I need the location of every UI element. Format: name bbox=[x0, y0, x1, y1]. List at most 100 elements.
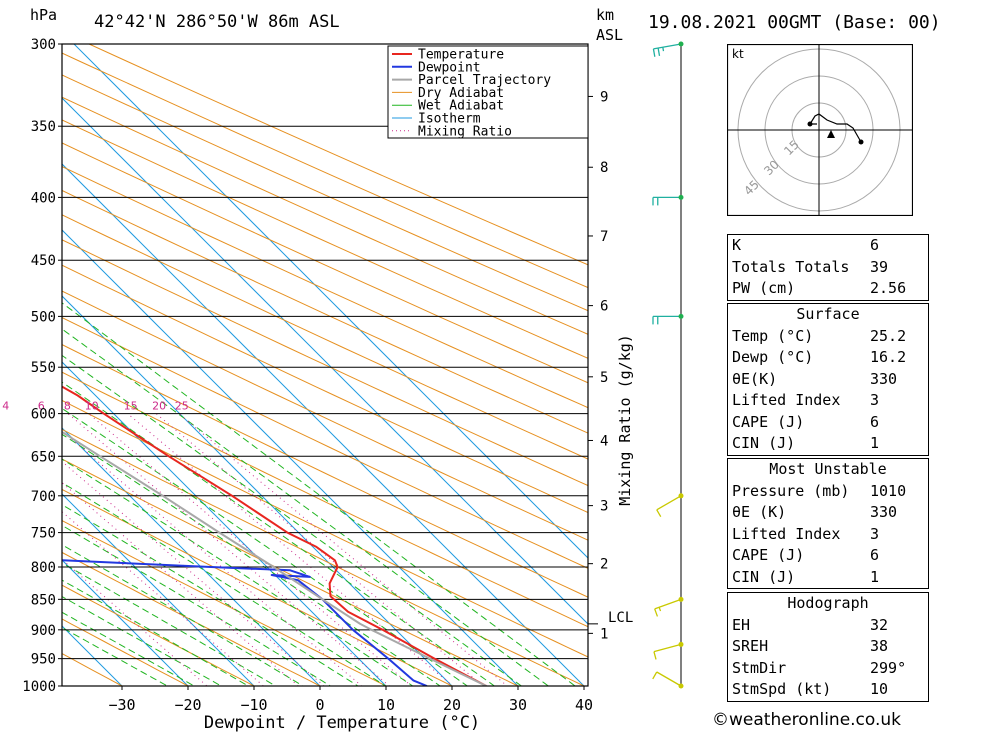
height-tick-label: 5 bbox=[600, 370, 608, 386]
hodograph-stats-row: StmDir 299° bbox=[732, 658, 907, 677]
plot-frame bbox=[61, 43, 589, 687]
dry-adiabat-line bbox=[62, 317, 588, 569]
isotherm-line bbox=[62, 295, 453, 686]
pressure-tick-label: 300 bbox=[31, 37, 56, 53]
pressure-tick-label: 600 bbox=[31, 407, 56, 423]
hodograph-point bbox=[858, 139, 864, 145]
legend-item-label: Temperature bbox=[418, 48, 504, 63]
wind-barb bbox=[656, 493, 684, 518]
wind-barb bbox=[652, 194, 684, 206]
legend-item-label: Dewpoint bbox=[418, 60, 481, 75]
wind-barb-dot bbox=[678, 683, 684, 689]
height-tick-label: 4 bbox=[600, 433, 608, 449]
hodograph-stats-row: SREH 38 bbox=[732, 637, 889, 655]
wet-adiabat-line bbox=[62, 482, 387, 686]
pressure-tick-label: 350 bbox=[31, 119, 56, 135]
isotherm-line bbox=[62, 97, 588, 625]
dry-adiabat-line bbox=[62, 52, 588, 289]
hodograph-stats-box: Hodograph EH 32 SREH 38 StmDir 299° StmSpd … bbox=[727, 592, 929, 702]
hodograph-trace bbox=[808, 113, 862, 143]
legend-item-label: Parcel Trajectory bbox=[418, 73, 551, 88]
dry-adiabat-line bbox=[62, 74, 588, 312]
wind-barb-dot bbox=[678, 641, 684, 647]
most-unstable-title: Most Unstable bbox=[769, 460, 887, 478]
wet-adiabat-line bbox=[62, 458, 414, 686]
height-tick-label: 3 bbox=[600, 499, 608, 515]
dry-adiabat-line bbox=[62, 239, 588, 487]
dry-adiabat-line bbox=[62, 519, 388, 686]
mixing-ratio-label: 4 bbox=[2, 400, 9, 413]
wind-barb bbox=[652, 41, 684, 57]
height-tick-label: 7 bbox=[600, 229, 608, 245]
dry-adiabat-line bbox=[62, 214, 588, 460]
isotherm-line bbox=[62, 493, 255, 686]
legend-frame bbox=[387, 45, 589, 139]
wind-barb-dot bbox=[678, 41, 684, 47]
surface-box: Surface Temp (°C) 25.2 Dewp (°C) 16.2 θE(K… bbox=[727, 303, 929, 456]
pressure-tick-label: 450 bbox=[31, 253, 56, 269]
mixing-ratio-line bbox=[88, 413, 413, 686]
mixing-ratio-label: 25 bbox=[175, 400, 189, 413]
surface-row: CIN (J) 1 bbox=[732, 434, 880, 452]
mixing-ratio-line bbox=[62, 558, 208, 686]
pressure-tick-label: 800 bbox=[31, 560, 56, 576]
mixing-ratio-label: 10 bbox=[85, 400, 99, 413]
skew-t-chart: 1234681015202530035040045050055060065070… bbox=[0, 7, 684, 733]
index-row-totals: Totals Totals 39 bbox=[732, 257, 889, 276]
isotherm-line bbox=[62, 427, 321, 686]
dry-adiabat-line bbox=[62, 142, 588, 384]
pressure-tick-label: 1000 bbox=[22, 679, 56, 695]
isotherm-line bbox=[0, 7, 16, 712]
height-unit-km: km bbox=[596, 6, 615, 24]
surface-row: CAPE (J) 6 bbox=[732, 412, 880, 431]
most-unstable-box: Most Unstable Pressure (mb) 1010 θE (K) 33… bbox=[727, 458, 929, 589]
pressure-tick-label: 850 bbox=[31, 592, 56, 608]
temperature-tick-label: −30 bbox=[108, 696, 135, 714]
dry-adiabat-line bbox=[62, 119, 588, 359]
pressure-tick-label: 500 bbox=[31, 309, 56, 325]
index-row-pw: PW (cm) 2.56 bbox=[732, 279, 907, 297]
wind-barb-half-flag bbox=[658, 607, 662, 612]
temperature-tick-label: 0 bbox=[315, 696, 324, 714]
height-tick-label: 6 bbox=[600, 299, 608, 315]
dry-adiabat-line bbox=[62, 584, 256, 686]
wind-barb-flag bbox=[657, 47, 661, 57]
surface-row: Dewp (°C) 16.2 bbox=[732, 348, 907, 366]
temperature-tick-label: 40 bbox=[575, 696, 593, 714]
legend-item-label: Dry Adiabat bbox=[418, 86, 504, 101]
location-title: 42°42'N 286°50'W 86m ASL bbox=[94, 12, 340, 32]
wind-barb-flag bbox=[653, 651, 657, 660]
wet-adiabat-line bbox=[62, 328, 550, 686]
most-unstable-row: Pressure (mb) 1010 bbox=[732, 481, 907, 500]
height-tick-label: 2 bbox=[600, 557, 608, 573]
most-unstable-row: CAPE (J) 6 bbox=[732, 546, 880, 564]
dry-adiabat-line bbox=[62, 618, 190, 686]
isotherm-line bbox=[62, 229, 519, 686]
mixing-ratio-line bbox=[62, 482, 300, 686]
isotherm-line bbox=[62, 559, 189, 686]
dry-adiabat-line bbox=[62, 551, 322, 686]
wind-barb bbox=[652, 313, 684, 325]
wet-adiabat-line bbox=[62, 524, 332, 686]
wind-barb-dot bbox=[678, 313, 684, 319]
dry-adiabat-line bbox=[62, 264, 588, 514]
plot-area bbox=[0, 7, 588, 712]
x-axis-label: Dewpoint / Temperature (°C) bbox=[204, 713, 480, 733]
dry-adiabat-line bbox=[62, 96, 588, 335]
copyright-link[interactable]: ©weatheronline.co.uk bbox=[712, 710, 902, 730]
mixing-ratio-label: 8 bbox=[64, 400, 71, 413]
mixing-ratio-line bbox=[62, 511, 265, 686]
hodograph-stats-row: EH 32 bbox=[732, 615, 889, 634]
pressure-tick-label: 400 bbox=[31, 190, 56, 206]
pressure-tick-label: 950 bbox=[31, 652, 56, 668]
temperature-tick-label: 20 bbox=[443, 696, 461, 714]
wind-barb-staff bbox=[656, 671, 682, 687]
height-tick-label: 1 bbox=[600, 626, 608, 642]
temperature-tick-label: 30 bbox=[509, 696, 527, 714]
dewpoint-line bbox=[62, 559, 428, 686]
pressure-tick-label: 700 bbox=[31, 489, 56, 505]
height-tick-label: 9 bbox=[600, 89, 608, 105]
